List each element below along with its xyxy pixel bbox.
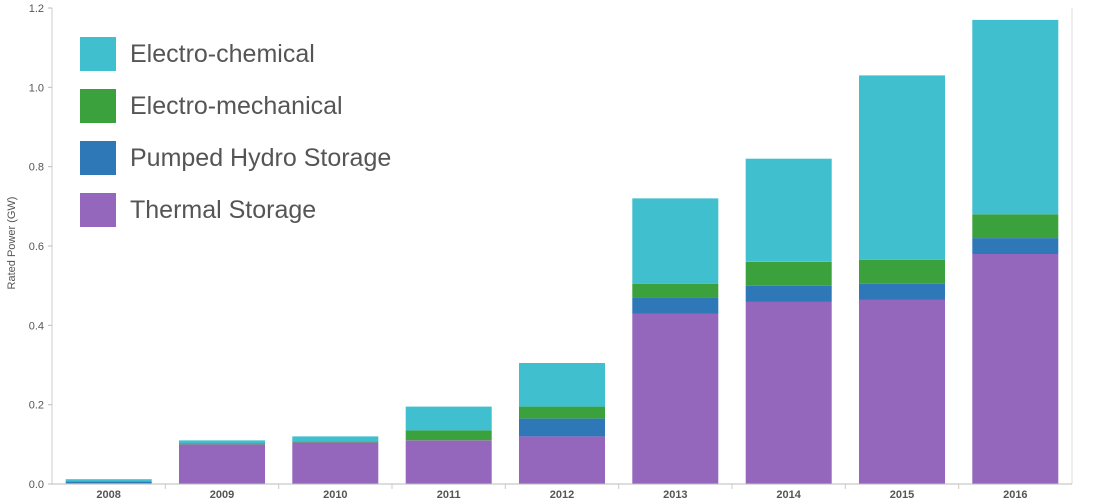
y-tick-label: 1.0 bbox=[29, 82, 44, 94]
x-tick-label: 2008 bbox=[96, 489, 120, 501]
legend-swatch bbox=[80, 89, 116, 123]
bar-2014-segment-2 bbox=[745, 261, 832, 286]
bar-2013-segment-3 bbox=[632, 198, 719, 284]
legend-label: Thermal Storage bbox=[130, 195, 317, 224]
legend-item: Thermal Storage bbox=[80, 184, 391, 236]
y-tick-label: 0.6 bbox=[29, 241, 44, 253]
x-tick-label: 2016 bbox=[1003, 489, 1027, 501]
x-tick-label: 2011 bbox=[437, 489, 461, 501]
bar-2015-segment-3 bbox=[859, 75, 945, 260]
bar-2016-segment-3 bbox=[972, 19, 1059, 215]
bar-2014-segment-1 bbox=[745, 285, 832, 302]
bar-2013-segment-0 bbox=[632, 313, 719, 484]
y-axis-title: Rated Power (GW) bbox=[6, 197, 18, 290]
bar-2015-segment-1 bbox=[859, 283, 945, 300]
bar-2016-segment-0 bbox=[972, 253, 1059, 484]
bar-2010-segment-2 bbox=[292, 441, 379, 443]
bar-2010-segment-0 bbox=[292, 442, 379, 484]
bars-group bbox=[65, 19, 1059, 484]
bar-2013-segment-2 bbox=[632, 283, 719, 298]
bar-2014-segment-0 bbox=[745, 301, 832, 484]
y-tick-label: 0.4 bbox=[29, 320, 44, 332]
bar-2013-segment-1 bbox=[632, 297, 719, 314]
x-tick-label: 2015 bbox=[890, 489, 914, 501]
y-tick-label: 0.2 bbox=[29, 400, 44, 412]
bar-2010-segment-3 bbox=[292, 436, 379, 442]
x-tick-label: 2013 bbox=[663, 489, 687, 501]
legend-item: Electro-mechanical bbox=[80, 80, 391, 132]
x-axis: 2008 2009 2010 2011 2012 2013 2014 2015 2016 bbox=[52, 483, 1072, 501]
legend-swatch bbox=[80, 37, 116, 71]
bar-2011-segment-2 bbox=[405, 430, 492, 441]
bar-2012-segment-1 bbox=[519, 418, 605, 437]
x-tick-label: 2009 bbox=[210, 489, 234, 501]
legend-swatch bbox=[80, 141, 116, 175]
y-tick-label: 0.0 bbox=[29, 479, 44, 491]
bar-2012-segment-2 bbox=[519, 406, 605, 419]
x-tick-label: 2012 bbox=[550, 489, 574, 501]
bar-2009-segment-3 bbox=[179, 440, 265, 444]
bar-2016-segment-1 bbox=[972, 238, 1059, 254]
bar-2008-segment-1 bbox=[65, 482, 152, 484]
bar-2009-segment-0 bbox=[179, 444, 265, 484]
legend-item: Pumped Hydro Storage bbox=[80, 132, 391, 184]
x-tick-label: 2014 bbox=[776, 489, 801, 501]
bar-2012-segment-3 bbox=[519, 363, 605, 407]
legend-label: Electro-mechanical bbox=[130, 91, 343, 120]
bar-2011-segment-3 bbox=[405, 406, 492, 431]
bar-2015-segment-0 bbox=[859, 299, 945, 484]
legend: Electro-chemical Electro-mechanical Pumped… bbox=[80, 28, 391, 236]
y-axis: 0.0 0.2 0.4 0.6 0.8 1.0 1.2 bbox=[29, 3, 1073, 491]
bar-2008-segment-3 bbox=[65, 479, 152, 482]
bar-2015-segment-2 bbox=[859, 259, 945, 284]
legend-item: Electro-chemical bbox=[80, 28, 391, 80]
legend-swatch bbox=[80, 193, 116, 227]
legend-label: Pumped Hydro Storage bbox=[130, 143, 392, 172]
bar-2014-segment-3 bbox=[745, 158, 832, 262]
y-tick-label: 1.2 bbox=[29, 3, 44, 15]
bar-2011-segment-0 bbox=[405, 440, 492, 484]
bar-2009-segment-2 bbox=[179, 443, 265, 445]
bar-2008-segment-2 bbox=[65, 481, 152, 482]
bar-2012-segment-0 bbox=[519, 436, 605, 484]
x-tick-label: 2010 bbox=[323, 489, 347, 501]
y-tick-label: 0.8 bbox=[29, 162, 44, 174]
bar-2016-segment-2 bbox=[972, 214, 1059, 239]
legend-label: Electro-chemical bbox=[130, 39, 315, 68]
